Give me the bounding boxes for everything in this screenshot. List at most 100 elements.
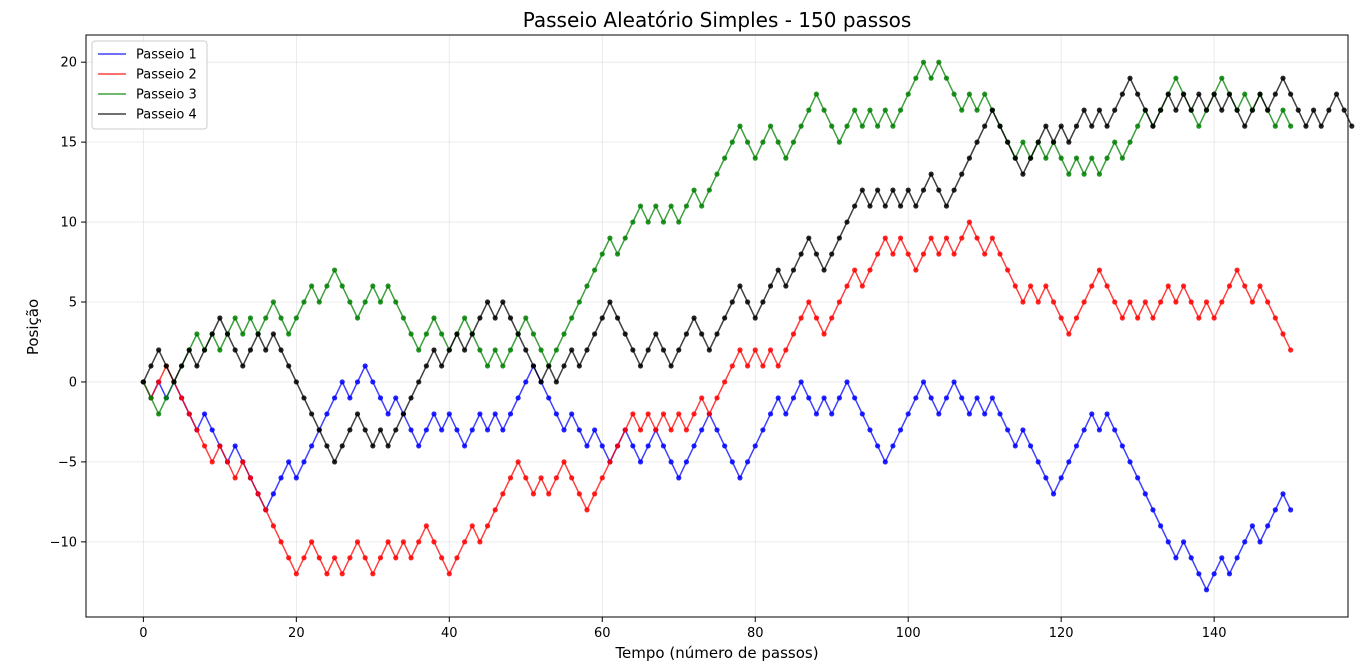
data-point — [462, 443, 468, 449]
data-point — [324, 283, 330, 289]
data-point — [844, 283, 850, 289]
data-point — [1104, 155, 1110, 161]
data-point — [913, 203, 919, 209]
data-point — [1234, 555, 1240, 561]
data-point — [1104, 283, 1110, 289]
data-point — [966, 155, 973, 161]
y-tick-label: 15 — [60, 136, 77, 151]
data-point — [370, 379, 376, 385]
data-point — [431, 315, 437, 321]
data-point — [408, 395, 414, 401]
legend-item: Passeio 1 — [98, 48, 197, 63]
data-point — [882, 235, 888, 241]
data-point — [836, 139, 842, 145]
data-point — [668, 427, 674, 433]
data-point — [867, 267, 873, 273]
data-point — [722, 315, 728, 321]
data-point — [439, 427, 445, 433]
series-3 — [140, 59, 1294, 417]
data-point — [1043, 283, 1049, 289]
data-point — [553, 379, 559, 385]
data-point — [462, 315, 468, 321]
data-point — [439, 331, 445, 337]
data-point — [500, 491, 506, 497]
data-point — [614, 315, 621, 321]
data-point — [462, 347, 468, 353]
data-point — [385, 283, 391, 289]
data-point — [1242, 283, 1248, 289]
data-point — [775, 363, 781, 369]
data-point — [1173, 299, 1179, 305]
data-point — [1318, 123, 1324, 129]
data-point — [1310, 107, 1317, 113]
data-point — [951, 379, 957, 385]
data-point — [156, 379, 162, 385]
data-point — [920, 187, 927, 193]
data-point — [729, 299, 735, 305]
data-point — [599, 251, 605, 257]
data-point — [462, 539, 468, 545]
data-point — [1058, 475, 1064, 481]
data-point — [974, 139, 980, 145]
data-point — [683, 331, 690, 337]
data-point — [722, 155, 728, 161]
data-point — [1165, 283, 1171, 289]
data-point — [844, 219, 850, 225]
data-point — [943, 235, 950, 241]
data-point — [637, 427, 644, 433]
data-point — [982, 123, 988, 129]
data-point — [224, 331, 231, 337]
data-point — [1196, 123, 1202, 129]
data-point — [393, 395, 399, 401]
data-point — [446, 571, 452, 577]
data-point — [760, 427, 766, 433]
data-point — [913, 267, 919, 273]
data-point — [1073, 315, 1080, 321]
data-point — [1288, 91, 1294, 97]
x-tick-label: 40 — [441, 626, 458, 641]
data-point — [1066, 139, 1072, 145]
data-point — [492, 411, 498, 417]
data-point — [370, 443, 376, 449]
data-point — [737, 123, 743, 129]
data-point — [1257, 91, 1263, 97]
data-point — [714, 171, 720, 177]
x-tick-label: 100 — [896, 626, 921, 641]
data-point — [1158, 299, 1164, 305]
data-point — [324, 571, 330, 577]
data-point — [1203, 587, 1210, 593]
data-point — [1272, 123, 1278, 129]
data-point — [1165, 539, 1171, 545]
data-point — [523, 379, 529, 385]
data-point — [1188, 299, 1194, 305]
data-point — [920, 59, 927, 65]
chart-title: Passeio Aleatório Simples - 150 passos — [523, 8, 912, 32]
data-point — [293, 379, 299, 385]
data-point — [668, 459, 674, 465]
x-tick-label: 20 — [288, 626, 305, 641]
data-point — [1226, 283, 1233, 289]
data-point — [1180, 91, 1187, 97]
data-point — [897, 107, 904, 113]
data-point — [1280, 107, 1286, 113]
data-point — [806, 235, 812, 241]
data-point — [546, 363, 552, 369]
data-point — [362, 555, 368, 561]
data-point — [1196, 315, 1202, 321]
data-point — [875, 443, 881, 449]
data-point — [569, 475, 575, 481]
data-point — [592, 491, 598, 497]
data-point — [301, 299, 307, 305]
data-point — [1005, 427, 1011, 433]
data-point — [1119, 91, 1125, 97]
data-point — [691, 443, 697, 449]
data-point — [744, 459, 751, 465]
data-point — [813, 251, 820, 257]
data-point — [416, 379, 422, 385]
data-point — [1211, 571, 1217, 577]
data-point — [530, 491, 537, 497]
data-point — [454, 427, 460, 433]
data-point — [354, 379, 361, 385]
